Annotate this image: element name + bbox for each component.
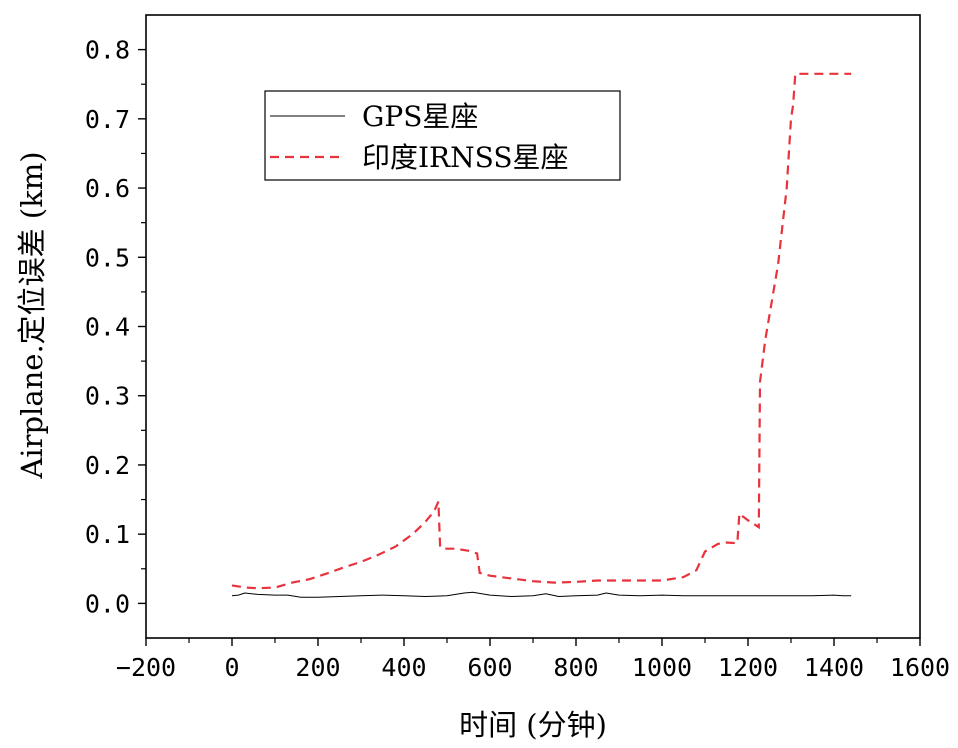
x-tick-label: 600 [467, 653, 512, 682]
x-tick-label: 1600 [890, 653, 950, 682]
y-tick-label: 0.8 [85, 36, 130, 65]
x-tick-label: −200 [116, 653, 176, 682]
y-tick-label: 0.2 [85, 451, 130, 480]
x-tick-label: 1400 [804, 653, 864, 682]
y-tick-label: 0.6 [85, 174, 130, 203]
y-axis-title: Airplane.定位误差 (km) [15, 151, 49, 479]
x-tick-label: 400 [381, 653, 426, 682]
y-tick-label: 0.3 [85, 382, 130, 411]
x-tick-label: 0 [224, 653, 239, 682]
y-tick-label: 0.7 [85, 105, 130, 134]
x-axis: −200 0 200 400 600 800 1000 1200 1400 1600 [116, 638, 950, 682]
y-tick-label: 0.5 [85, 243, 130, 272]
series-line-1 [231, 72, 852, 590]
legend-box [264, 90, 621, 181]
x-tick-label: 800 [553, 653, 598, 682]
x-tick-label: 1000 [632, 653, 692, 682]
y-tick-label: 0.4 [85, 313, 130, 342]
x-tick-label: 1200 [718, 653, 778, 682]
legend-label-gps: GPS星座 [362, 100, 478, 133]
x-tick-label: 200 [295, 653, 340, 682]
legend: GPS星座 印度IRNSS星座 [264, 90, 621, 181]
y-tick-label: 0.0 [85, 589, 130, 618]
series-line-0 [231, 591, 852, 598]
legend-label-irnss: 印度IRNSS星座 [362, 141, 569, 174]
y-axis: 0.0 0.1 0.2 0.3 0.4 0.5 0.6 0.7 0.8 [85, 36, 146, 618]
y-tick-label: 0.1 [85, 520, 130, 549]
series-layer [231, 72, 852, 598]
x-axis-title: 时间 (分钟) [459, 708, 607, 742]
